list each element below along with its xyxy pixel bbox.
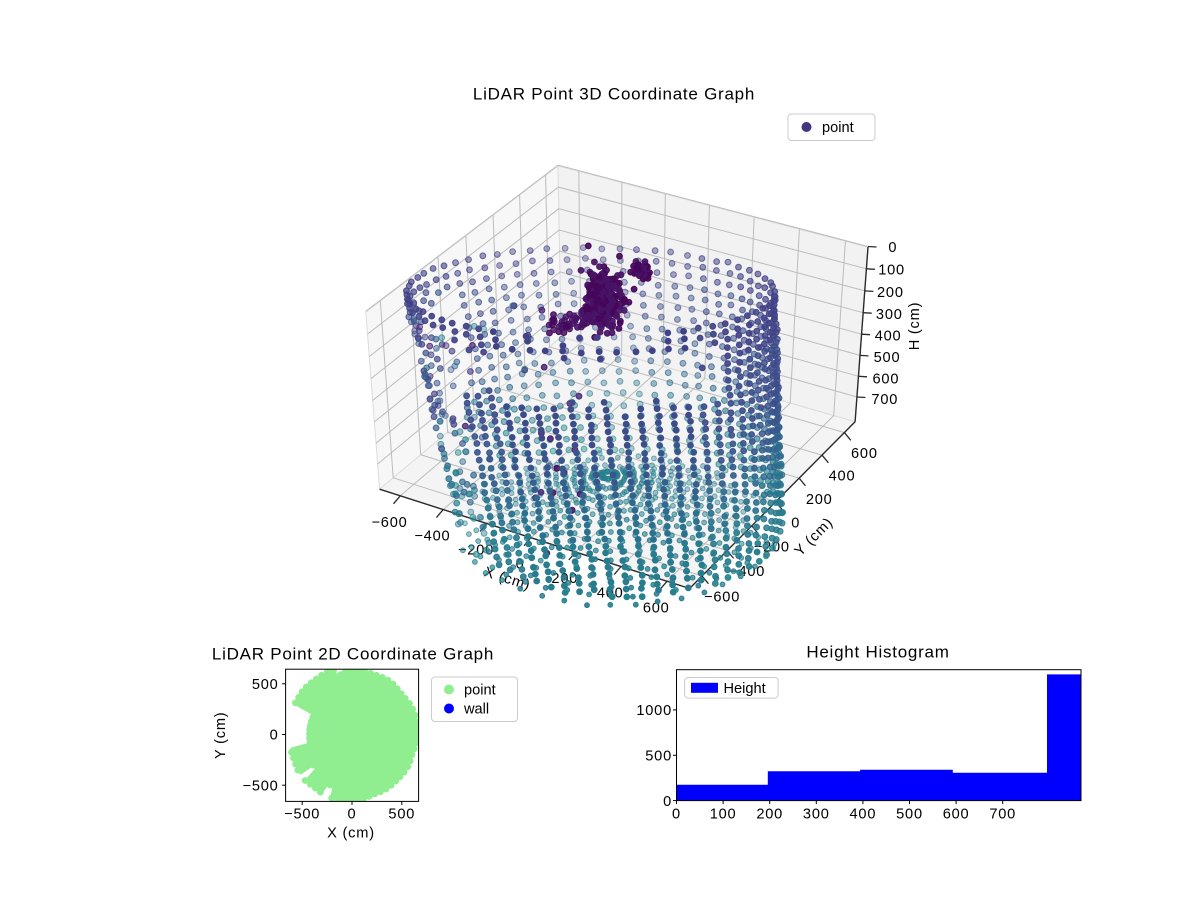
svg-text:500: 500 (252, 677, 279, 693)
svg-text:600: 600 (943, 806, 970, 822)
svg-text:700: 700 (989, 806, 1016, 822)
svg-text:−600: −600 (371, 515, 407, 531)
svg-text:600: 600 (851, 446, 878, 462)
svg-text:600: 600 (643, 600, 670, 616)
svg-text:0: 0 (270, 728, 279, 744)
svg-text:400: 400 (850, 806, 877, 822)
svg-text:point: point (464, 683, 496, 699)
svg-text:300: 300 (876, 307, 903, 323)
svg-text:0: 0 (348, 807, 357, 823)
svg-text:0: 0 (791, 515, 800, 531)
svg-text:Y (cm): Y (cm) (213, 712, 229, 760)
svg-text:600: 600 (873, 371, 900, 387)
svg-text:Height Histogram: Height Histogram (806, 643, 949, 662)
svg-text:−400: −400 (414, 529, 450, 545)
svg-text:0: 0 (888, 240, 897, 256)
svg-text:500: 500 (896, 806, 923, 822)
svg-text:500: 500 (874, 350, 901, 366)
svg-text:400: 400 (829, 469, 856, 485)
svg-text:−600: −600 (704, 590, 740, 606)
svg-text:200: 200 (756, 806, 783, 822)
svg-text:300: 300 (803, 806, 830, 822)
svg-text:H (cm): H (cm) (907, 302, 923, 351)
svg-text:500: 500 (388, 807, 415, 823)
svg-text:0: 0 (516, 557, 525, 573)
svg-text:0: 0 (663, 794, 672, 810)
svg-text:Height: Height (724, 681, 766, 697)
svg-text:LiDAR Point 3D Coordinate Grap: LiDAR Point 3D Coordinate Graph (473, 85, 755, 104)
svg-text:point: point (822, 120, 854, 136)
svg-text:0: 0 (672, 806, 681, 822)
svg-text:200: 200 (877, 285, 904, 301)
svg-text:100: 100 (878, 263, 905, 279)
svg-text:200: 200 (806, 492, 833, 508)
svg-text:X (cm): X (cm) (327, 826, 375, 842)
svg-text:−200: −200 (458, 543, 494, 559)
svg-text:700: 700 (871, 392, 898, 408)
svg-text:1000: 1000 (636, 703, 672, 719)
svg-text:400: 400 (875, 329, 902, 345)
svg-text:−500: −500 (284, 807, 320, 823)
svg-text:LiDAR Point 2D Coordinate Grap: LiDAR Point 2D Coordinate Graph (212, 645, 494, 664)
svg-text:500: 500 (645, 749, 672, 765)
svg-text:100: 100 (710, 806, 737, 822)
svg-text:−500: −500 (243, 778, 279, 794)
svg-text:wall: wall (463, 702, 489, 718)
